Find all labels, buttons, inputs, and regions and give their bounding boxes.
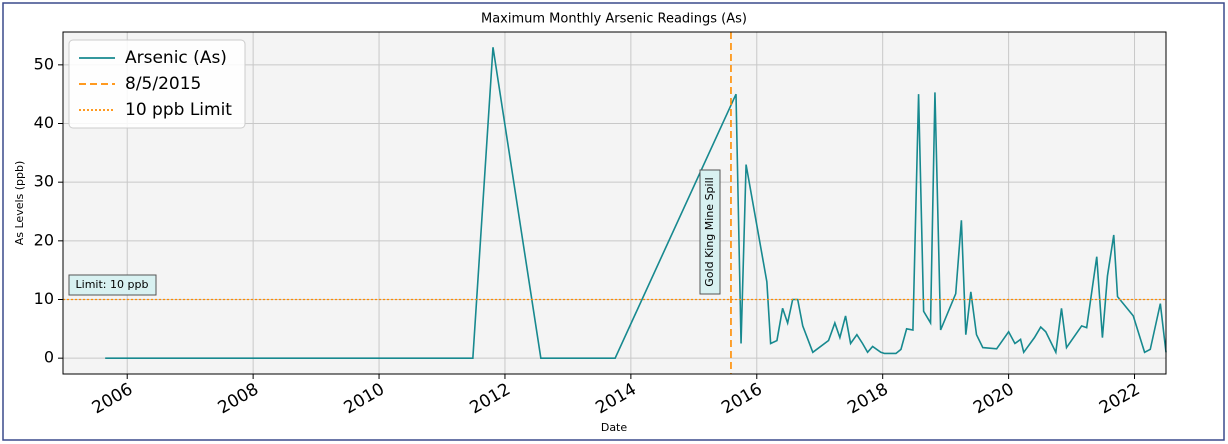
annotation-box [699,169,721,295]
y-tick-label: 30 [34,172,54,191]
y-axis-title: As Levels (ppb) [13,161,26,246]
legend-label: 10 ppb Limit [125,100,232,120]
x-tick-label: 2012 [466,379,513,418]
x-tick-label: 2020 [970,379,1017,418]
chart-title: Maximum Monthly Arsenic Readings (As) [481,12,747,27]
plot [63,32,1167,374]
x-tick-label: 2016 [718,379,765,418]
x-tick-label: 2010 [341,379,388,418]
legend-box [68,39,246,129]
plot-border [62,31,1167,375]
plot-area [63,32,1166,374]
x-axis-title: Date [601,421,628,434]
y-tick-label: 0 [44,348,54,367]
x-tick-label: 2006 [89,379,136,418]
y-tick-label: 10 [34,289,54,308]
x-tick-label: 2018 [844,379,891,418]
y-tick-label: 50 [34,54,54,73]
annotation: Limit: 10 ppb [76,278,149,291]
legend-label: Arsenic (As) [125,48,227,68]
x-tick-label: 2022 [1096,379,1143,418]
y-tick-label: 20 [34,230,54,249]
legend: Arsenic (As) 8/5/2015 10 ppb Limit [68,39,246,129]
y-tick-label: 40 [34,113,54,132]
data-line [105,47,1167,359]
annotation-box [68,274,157,296]
x-tick-label: 2014 [592,379,639,418]
legend-label: 8/5/2015 [125,74,201,94]
annotation: Gold King Mine Spill [703,177,716,286]
x-tick-label: 2008 [215,379,262,418]
